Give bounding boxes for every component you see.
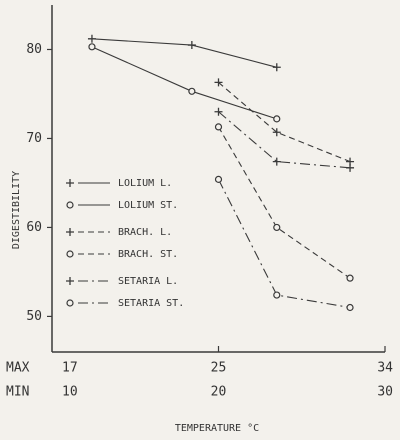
point-circle	[273, 223, 281, 232]
legend-marker	[66, 201, 74, 209]
y-axis-label: DIGESTIBILITY	[11, 171, 22, 249]
legend-marker	[66, 179, 74, 187]
x-tick-label: 20	[211, 385, 227, 400]
point-circle	[214, 175, 223, 183]
legend-label: LOLIUM L.	[118, 178, 172, 189]
point-plus	[272, 157, 281, 166]
point-plus	[272, 63, 281, 72]
point-circle	[214, 123, 223, 131]
point-plus	[346, 163, 355, 172]
series-line	[218, 81, 351, 163]
point-circle	[346, 303, 354, 312]
x-tick-label-max: 17	[62, 361, 78, 376]
legend-label: BRACH. ST.	[118, 249, 178, 260]
legend-marker	[66, 250, 74, 258]
point-circle	[188, 87, 196, 95]
point-plus	[187, 41, 196, 50]
x-tick-label-max: 25	[211, 361, 227, 376]
legend-label: LOLIUM ST.	[118, 200, 178, 211]
point-circle	[346, 274, 354, 282]
legend-marker	[66, 228, 74, 236]
point-circle	[273, 291, 281, 299]
x-row-label: MAX	[6, 361, 30, 376]
legend-label: BRACH. L.	[118, 227, 172, 238]
legend-label: SETARIA L.	[118, 276, 178, 287]
legend-label: SETARIA ST.	[118, 298, 184, 309]
y-tick-label: 50	[26, 309, 42, 324]
point-plus	[87, 34, 96, 43]
point-plus	[214, 78, 223, 87]
x-tick-label: 30	[377, 385, 393, 400]
legend-marker	[66, 299, 74, 307]
x-tick-label: 10	[62, 385, 78, 400]
legend-marker	[66, 277, 74, 285]
point-plus	[272, 128, 281, 137]
point-circle	[88, 43, 96, 51]
series-line	[218, 111, 351, 169]
x-tick-label-max: 34	[377, 361, 393, 376]
point-plus	[214, 107, 223, 116]
x-row-label: MIN	[6, 385, 29, 400]
y-tick-label: 80	[26, 42, 42, 57]
y-tick-label: 70	[26, 131, 42, 146]
point-circle	[273, 115, 281, 123]
x-axis-label: TEMPERATURE °C	[175, 423, 259, 434]
series-line	[218, 126, 351, 279]
y-tick-label: 60	[26, 220, 42, 235]
